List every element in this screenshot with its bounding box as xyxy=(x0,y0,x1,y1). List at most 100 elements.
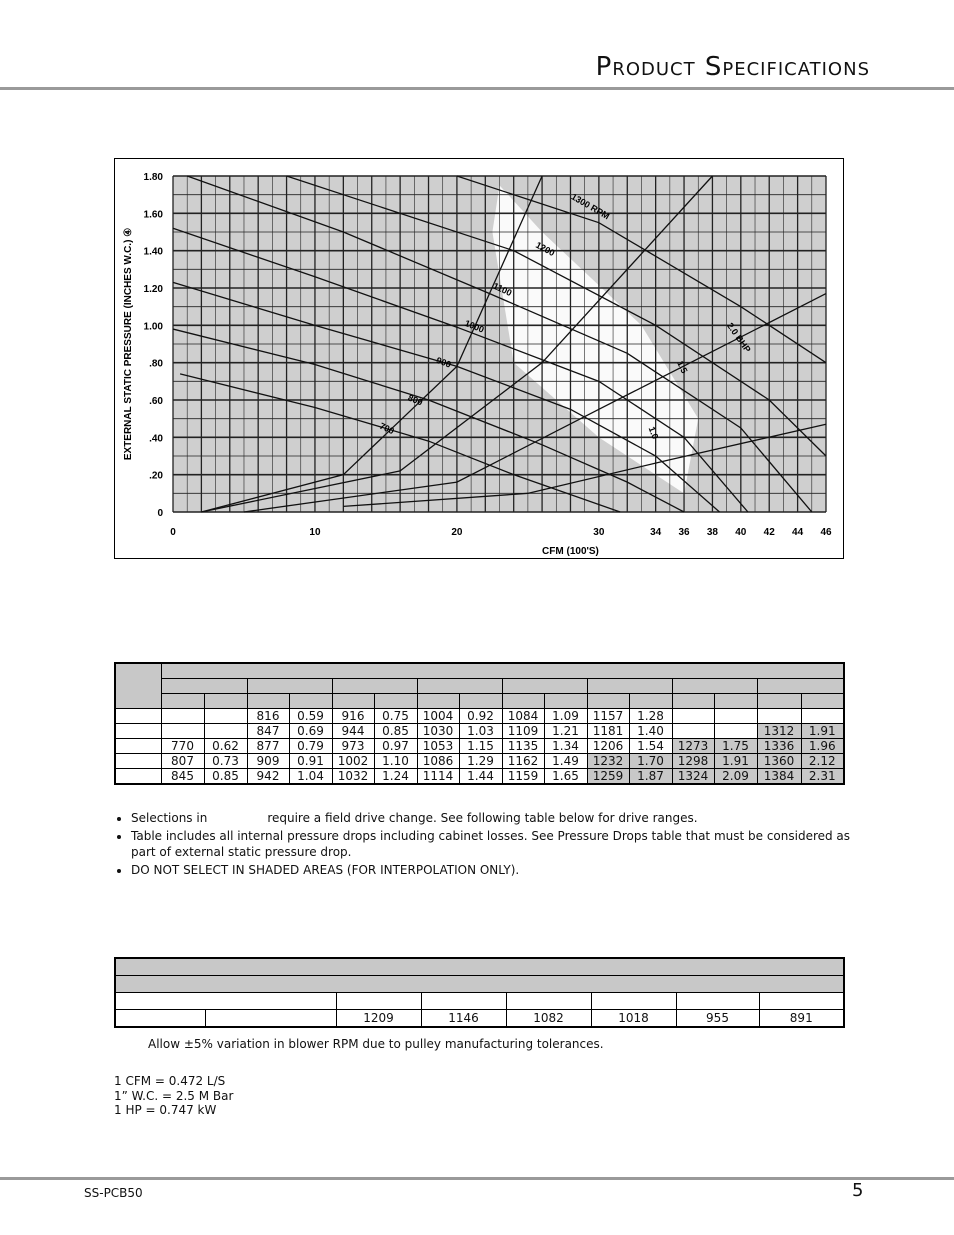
table-cell: 2.09 xyxy=(713,768,758,785)
table-header xyxy=(756,678,845,694)
note-item: DO NOT SELECT IN SHADED AREAS (FOR INTER… xyxy=(131,862,866,878)
table-cell xyxy=(590,992,677,1010)
x-tick-label: 0 xyxy=(170,527,176,538)
series-line xyxy=(201,175,543,513)
table-cell: 1.21 xyxy=(543,723,588,739)
table-cell xyxy=(114,738,162,754)
table-header xyxy=(800,693,845,709)
x-tick-label: 46 xyxy=(820,527,832,538)
table-cell: 973 xyxy=(331,738,375,754)
y-tick-label: 0 xyxy=(157,508,163,519)
table-cell: 1002 xyxy=(331,753,375,769)
table-cell: 0.79 xyxy=(288,738,333,754)
curve-label: 1.5 xyxy=(675,359,689,375)
series-line xyxy=(343,423,827,508)
page-title: Product Specifications xyxy=(595,52,870,82)
table-cell: 944 xyxy=(331,723,375,739)
y-tick-label: 1.00 xyxy=(144,321,164,332)
note-text: require a field drive change. See follow… xyxy=(267,811,698,825)
table-cell xyxy=(671,708,715,724)
table-cell xyxy=(114,992,337,1010)
table-cell: 1384 xyxy=(756,768,802,785)
rpm-cell: 891 xyxy=(758,1009,845,1028)
series-line xyxy=(179,373,621,513)
table-header xyxy=(160,678,248,694)
table-cell: 816 xyxy=(246,708,290,724)
table-cell: 1.04 xyxy=(288,768,333,785)
table-cell: 1.29 xyxy=(458,753,503,769)
note-item: Table includes all internal pressure dro… xyxy=(131,828,866,860)
table-cell: 1.54 xyxy=(628,738,673,754)
table-cell: 1.96 xyxy=(800,738,845,754)
series-line xyxy=(172,281,720,513)
table-header xyxy=(331,693,375,709)
table-cell: 1114 xyxy=(416,768,460,785)
table-cell xyxy=(713,723,758,739)
table-cell: 0.97 xyxy=(373,738,418,754)
notes-list: Selections in require a field drive chang… xyxy=(114,810,866,880)
table-row: 845 0.85 942 1.04 1032 1.24 1114 1.44 1159 1.65 12… xyxy=(114,768,845,785)
table-cell: 0.92 xyxy=(458,708,503,724)
table-cell xyxy=(114,1009,206,1028)
note-text: Selections in xyxy=(131,811,208,825)
table-cell xyxy=(114,753,162,769)
curve-label: 1.0 xyxy=(647,425,661,440)
table-header xyxy=(458,693,503,709)
table-cell: 1.91 xyxy=(800,723,845,739)
table-cell: 1.87 xyxy=(628,768,673,785)
table-cell: 909 xyxy=(246,753,290,769)
y-tick-label: .80 xyxy=(149,359,163,370)
table-header xyxy=(543,693,588,709)
table-cell: 1.24 xyxy=(373,768,418,785)
fan-performance-chart: 0 10 20 30 34 36 38 40 42 44 46 0 .20 .40 .60 .80 1.00 1.… xyxy=(114,158,844,559)
chart-svg: 0 10 20 30 34 36 38 40 42 44 46 0 .20 .40 .60 .80 1.00 1.… xyxy=(123,172,832,557)
table-cell: 845 xyxy=(160,768,205,785)
table-row: 807 0.73 909 0.91 1002 1.10 1086 1.29 1162 1.49 12… xyxy=(114,753,845,769)
x-tick-label: 20 xyxy=(451,527,463,538)
rpm-cell: 1082 xyxy=(505,1009,592,1028)
curve-label: 900 xyxy=(435,355,453,370)
y-tick-label: 1.60 xyxy=(144,209,164,220)
table-header xyxy=(114,975,845,993)
table-cell: 877 xyxy=(246,738,290,754)
table-cell xyxy=(114,723,162,739)
table-cell: 0.75 xyxy=(373,708,418,724)
table-cell: 1004 xyxy=(416,708,460,724)
table-cell: 1.03 xyxy=(458,723,503,739)
table-cell: 0.73 xyxy=(203,753,248,769)
table-cell: 1084 xyxy=(501,708,545,724)
table-cell: 1032 xyxy=(331,768,375,785)
table-cell: 1.70 xyxy=(628,753,673,769)
conversions: 1 CFM = 0.472 L/S 1” W.C. = 2.5 M Bar 1 … xyxy=(114,1074,233,1118)
table-cell: 1162 xyxy=(501,753,545,769)
table-cell: 0.85 xyxy=(203,768,248,785)
table-cell: 1.65 xyxy=(543,768,588,785)
table-cell: 1135 xyxy=(501,738,545,754)
y-tick-label: .60 xyxy=(149,396,163,407)
table-cell: 1.49 xyxy=(543,753,588,769)
table-cell xyxy=(114,768,162,785)
table-header xyxy=(501,678,588,694)
table-header xyxy=(114,662,162,709)
table-header xyxy=(203,693,248,709)
table-header xyxy=(160,662,845,679)
table-header xyxy=(416,678,503,694)
table-cell: 0.91 xyxy=(288,753,333,769)
table-header xyxy=(331,678,418,694)
table-cell: 1336 xyxy=(756,738,802,754)
table-cell: 1312 xyxy=(756,723,802,739)
y-tick-label: 1.80 xyxy=(144,172,164,183)
table-row: 847 0.69 944 0.85 1030 1.03 1109 1.21 1181 1.40 13… xyxy=(114,723,845,739)
table-header xyxy=(288,693,333,709)
drive-range-table: 1209 1146 1082 1018 955 891 xyxy=(114,957,845,1028)
table-cell: 942 xyxy=(246,768,290,785)
table-cell: 0.85 xyxy=(373,723,418,739)
table-cell: 1030 xyxy=(416,723,460,739)
table-cell: 1324 xyxy=(671,768,715,785)
table-cell: 1.91 xyxy=(713,753,758,769)
table-cell: 770 xyxy=(160,738,205,754)
table-cell: 1.75 xyxy=(713,738,758,754)
table-header xyxy=(246,678,333,694)
rpm-cell: 1209 xyxy=(335,1009,422,1028)
